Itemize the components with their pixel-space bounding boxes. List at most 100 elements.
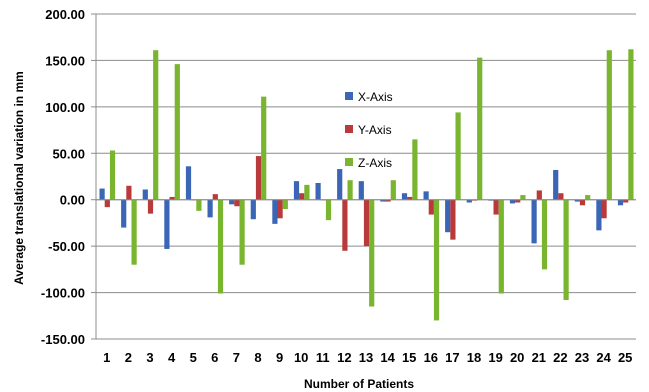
y-tick-label: 200.00 (45, 7, 85, 22)
bar-x-axis (509, 199, 516, 204)
bar-y-axis (623, 199, 629, 203)
bar-y-axis (407, 196, 413, 200)
bar-y-axis (277, 199, 283, 219)
y-tick-label: 100.00 (45, 100, 85, 115)
bar-y-axis (212, 194, 218, 200)
bar-x-axis (185, 166, 192, 200)
bar-x-axis (250, 199, 256, 220)
x-tick-label: 12 (337, 350, 351, 365)
bar-z-axis (412, 139, 418, 200)
y-tick-label: -50.00 (48, 239, 85, 254)
bar-y-axis (299, 193, 305, 200)
y-axis-label: Average translational variation in mm (12, 71, 26, 285)
bar-z-axis (325, 199, 332, 221)
bar-y-axis (342, 199, 348, 251)
x-axis-label: Number of Patients (304, 377, 414, 391)
bar-z-axis (541, 199, 548, 270)
bar-z-axis (606, 50, 612, 200)
bar-x-axis (142, 189, 148, 200)
bar-z-axis (563, 199, 569, 300)
bar-y-axis (558, 193, 564, 200)
x-tick-label: 5 (190, 350, 197, 365)
x-tick-label: 17 (445, 350, 459, 365)
x-tick-label: 10 (294, 350, 308, 365)
y-tick-label: 50.00 (52, 146, 85, 161)
bar-x-axis (445, 199, 451, 233)
bar-z-axis (390, 180, 396, 200)
bar-z-axis (477, 57, 483, 200)
axes (95, 14, 636, 339)
bar-x-axis (574, 199, 580, 202)
bar-x-axis (380, 199, 386, 202)
bar-x-axis (423, 191, 429, 200)
x-tick-label: 8 (254, 350, 261, 365)
bar-x-axis (164, 199, 170, 249)
legend-label: Z-Axis (358, 156, 392, 170)
bar-x-axis (315, 183, 321, 200)
x-tick-label: 23 (575, 350, 589, 365)
bar-z-axis (455, 112, 461, 200)
bar-y-axis (147, 199, 154, 214)
y-tick-label: -150.00 (41, 332, 85, 347)
bar-z-axis (304, 184, 310, 200)
bar-x-axis (466, 199, 472, 203)
bar-x-axis (358, 181, 364, 200)
x-tick-label: 25 (618, 350, 632, 365)
x-tick-label: 20 (510, 350, 524, 365)
bar-y-axis (579, 199, 586, 206)
bar-x-axis (293, 181, 300, 200)
bars (99, 49, 634, 321)
bar-y-axis (450, 199, 456, 240)
bar-y-axis (493, 199, 499, 215)
bar-x-axis (337, 169, 343, 200)
bar-z-axis (217, 199, 224, 294)
bar-x-axis (553, 170, 559, 200)
x-tick-label: 9 (276, 350, 283, 365)
x-tick-label: 4 (168, 350, 176, 365)
bar-z-axis (153, 50, 159, 200)
bar-x-axis (99, 188, 105, 200)
x-tick-label: 21 (532, 350, 546, 365)
bar-y-axis (385, 199, 391, 202)
bar-y-axis (126, 185, 132, 200)
bar-y-axis (601, 199, 607, 219)
x-tick-label: 7 (233, 350, 240, 365)
y-tick-label: -100.00 (41, 286, 85, 301)
x-tick-label: 16 (424, 350, 438, 365)
x-tick-label: 3 (146, 350, 153, 365)
x-tick-label: 18 (467, 350, 481, 365)
x-tick-label: 13 (359, 350, 373, 365)
bar-z-axis (282, 199, 288, 209)
bar-y-axis (255, 156, 262, 200)
bar-z-axis (498, 199, 504, 294)
x-tick-label: 6 (211, 350, 218, 365)
x-tick-label: 1 (103, 350, 110, 365)
x-tick-label: 15 (402, 350, 416, 365)
bar-y-axis (536, 190, 542, 200)
bar-x-axis (531, 199, 537, 244)
bar-x-axis (272, 199, 278, 224)
legend-label: X-Axis (358, 90, 393, 104)
bar-x-axis (121, 199, 127, 228)
bar-y-axis (363, 199, 370, 247)
bar-x-axis (207, 199, 213, 218)
y-tick-labels: -150.00 -100.00 -50.00 0.00 50.00 100.00 150.0… (41, 7, 85, 347)
x-tick-label: 14 (380, 350, 395, 365)
bar-y-axis (104, 199, 110, 208)
bar-z-axis (174, 64, 180, 200)
bar-z-axis (131, 199, 137, 265)
bar-z-axis (347, 180, 353, 200)
bar-z-axis (628, 49, 634, 200)
legend-swatch (345, 125, 353, 133)
x-tick-labels: 1 2 3 4 5 6 7 8 9 10 11 12 13 14 15 16 17 18 19 20 21 22 23 24 2… (103, 350, 632, 365)
bar-z-axis (369, 199, 375, 307)
bar-z-axis (239, 199, 245, 265)
x-tick-label: 11 (316, 350, 330, 365)
bar-z-axis (196, 199, 202, 211)
bar-x-axis (229, 199, 235, 205)
x-tick-label: 24 (596, 350, 611, 365)
y-tick-label: 150.00 (45, 53, 85, 68)
bar-x-axis (596, 199, 602, 231)
bar-x-axis (617, 199, 624, 206)
